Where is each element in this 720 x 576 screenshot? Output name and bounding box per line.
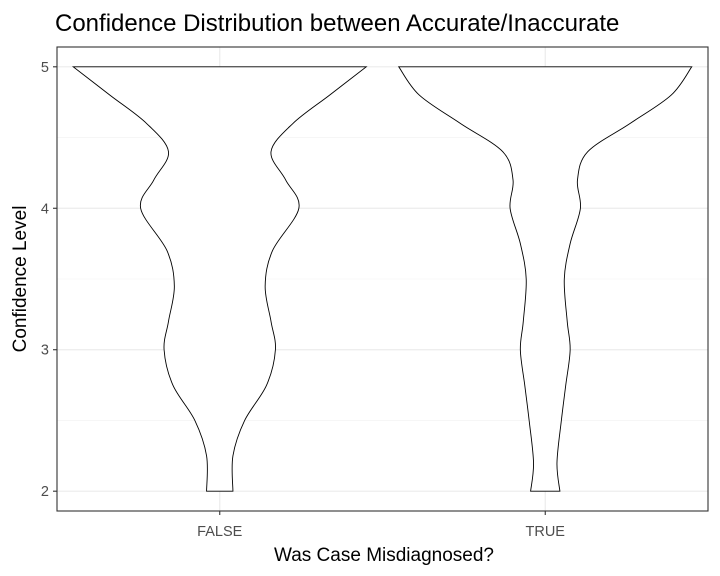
x-axis-title: Was Case Misdiagnosed? (274, 545, 494, 566)
violin-true (397, 66, 693, 492)
y-tick-label: 3 (41, 343, 49, 359)
y-axis-title: Confidence Level (10, 206, 31, 353)
plot-panel: 2 3 4 5 FALSE TRUE (41, 46, 709, 540)
panel-border (56, 46, 709, 512)
chart-title: Confidence Distribution between Accurate… (55, 10, 619, 37)
x-tick-label: TRUE (526, 524, 566, 540)
y-tick-label: 4 (41, 201, 49, 217)
y-tick-label: 5 (41, 60, 49, 76)
x-tick-label: FALSE (197, 524, 242, 540)
y-tick-label: 2 (41, 484, 49, 500)
violin-false (71, 66, 368, 492)
